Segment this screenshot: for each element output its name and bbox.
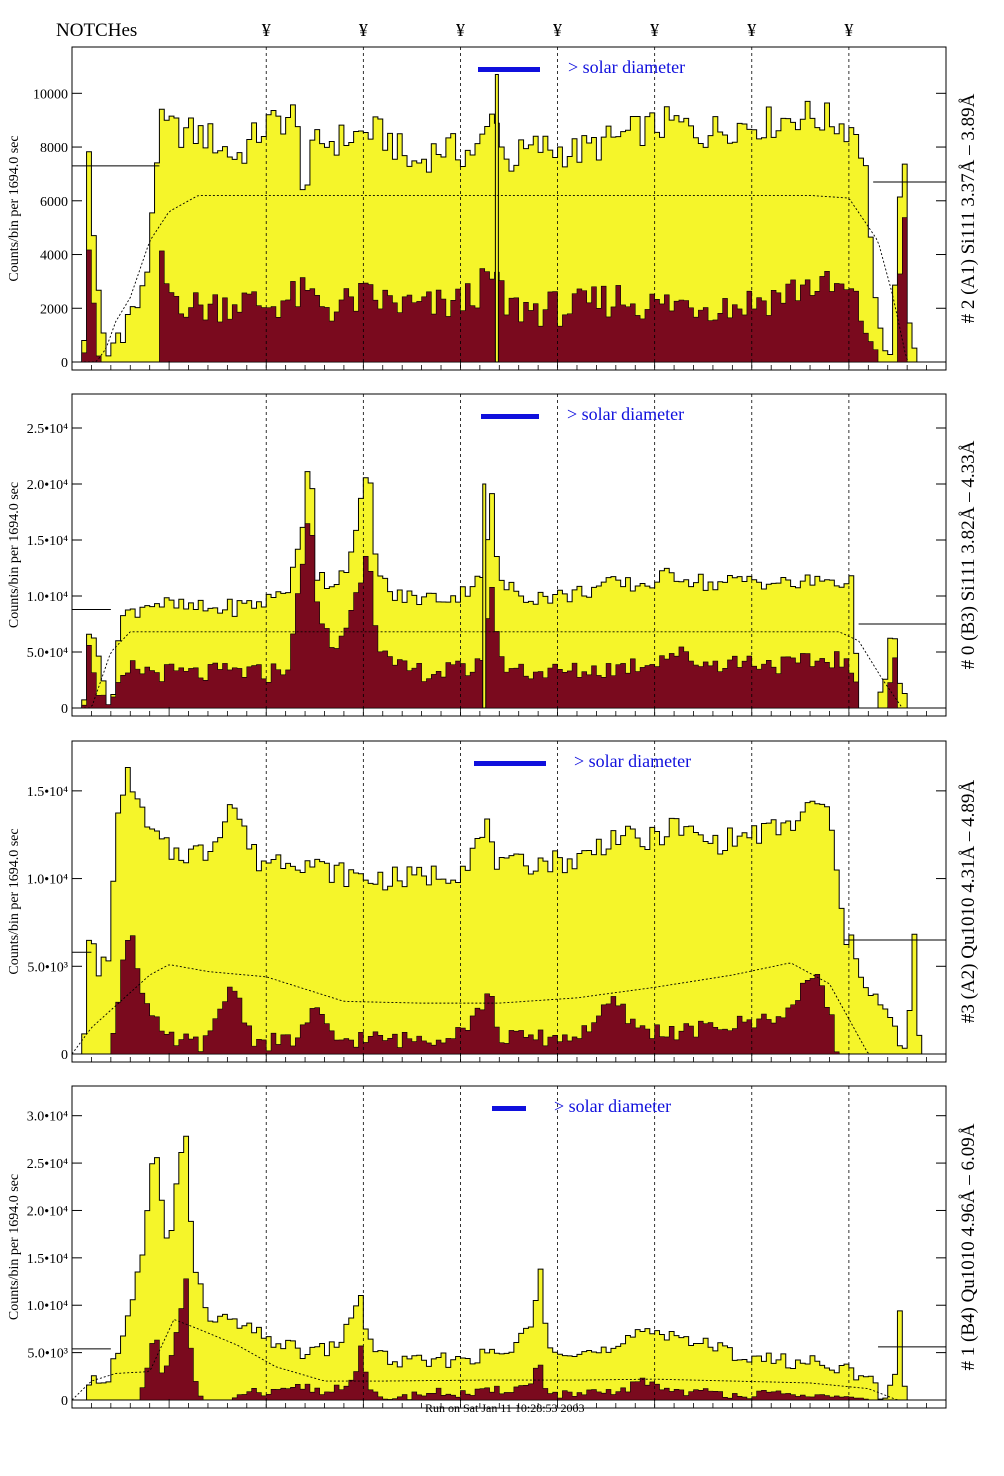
panel-title-2: #3 (A2) Qu1010 4.31Å – 4.89Å bbox=[958, 780, 979, 1024]
ytick-label-2-1: 5.0•10³ bbox=[27, 960, 68, 975]
ytick-label-3-0: 0 bbox=[61, 1394, 68, 1409]
notch-symbol-2: ¥ bbox=[456, 20, 465, 40]
notch-symbol-4: ¥ bbox=[650, 20, 659, 40]
upper-histogram-3 bbox=[72, 1135, 946, 1401]
notch-symbol-0: ¥ bbox=[262, 20, 271, 40]
ytick-label-3-3: 1.5•10⁴ bbox=[27, 1252, 68, 1267]
ytick-label-0-0: 0 bbox=[61, 356, 68, 371]
ytick-label-0-4: 8000 bbox=[40, 141, 68, 156]
ytick-label-3-1: 5.0•10³ bbox=[27, 1347, 68, 1362]
plot-area-1 bbox=[72, 471, 946, 709]
legend-text-3: > solar diameter bbox=[554, 1096, 671, 1116]
legend-bar-0 bbox=[478, 67, 540, 72]
legend-text-0: > solar diameter bbox=[568, 57, 685, 77]
ytick-label-3-2: 1.0•10⁴ bbox=[27, 1299, 68, 1314]
ytick-label-1-1: 5.0•10⁴ bbox=[27, 646, 68, 661]
lower-histogram-2 bbox=[72, 935, 946, 1055]
ytick-label-2-0: 0 bbox=[61, 1048, 68, 1063]
panel-title-1: # 0 (B3) Si111 3.82Å – 4.33Å bbox=[958, 440, 979, 669]
ytick-label-1-4: 2.0•10⁴ bbox=[27, 478, 68, 493]
plot-area-2 bbox=[72, 767, 946, 1055]
panel-title-3: # 1 (B4) Qu1010 4.96Å – 6.09Å bbox=[958, 1123, 979, 1370]
ytick-label-0-1: 2000 bbox=[40, 302, 68, 317]
lower-histogram-0 bbox=[72, 217, 946, 363]
ytick-label-1-2: 1.0•10⁴ bbox=[27, 590, 68, 605]
plot-area-0 bbox=[72, 73, 946, 363]
panel-title-0: # 2 (A1) Si111 3.37Å – 3.89Å bbox=[958, 93, 979, 323]
panel-0: 0 2000 4000 6000 8000 10000 Counts/bin per 169… bbox=[7, 46, 979, 371]
spike-0 bbox=[494, 73, 499, 363]
ylabel-3: Counts/bin per 1694.0 sec bbox=[7, 1174, 22, 1320]
panel-3: 0 5.0•10³ 1.0•10⁴ 1.5•10⁴ 2.0•10⁴ 2.5•10⁴ 3.0•… bbox=[7, 1085, 979, 1409]
panel-1: 0 5.0•10⁴ 1.0•10⁴ 1.5•10⁴ 2.0•10⁴ 2.5•10⁴ Coun… bbox=[7, 393, 979, 717]
ytick-label-0-2: 4000 bbox=[40, 249, 68, 264]
ylabel-0: Counts/bin per 1694.0 sec bbox=[7, 135, 22, 281]
legend-bar-3 bbox=[492, 1106, 526, 1111]
notch-markers: ¥ ¥ ¥ ¥ ¥ ¥ ¥ bbox=[262, 20, 854, 40]
ylabel-2: Counts/bin per 1694.0 sec bbox=[7, 828, 22, 974]
ytick-label-0-3: 6000 bbox=[40, 195, 68, 210]
chart-panels: 0 2000 4000 6000 8000 10000 Counts/bin per 169… bbox=[7, 46, 979, 1409]
legend-text-2: > solar diameter bbox=[574, 751, 691, 771]
notches-label: NOTCHes bbox=[56, 20, 137, 41]
ytick-label-2-3: 1.5•10⁴ bbox=[27, 785, 68, 800]
legend-bar-1 bbox=[481, 414, 539, 419]
ytick-label-0-5: 10000 bbox=[33, 87, 68, 102]
ytick-label-1-0: 0 bbox=[61, 702, 68, 717]
ytick-label-3-6: 3.0•10⁴ bbox=[27, 1110, 68, 1125]
legend-text-1: > solar diameter bbox=[567, 404, 684, 424]
plot-area-3 bbox=[72, 1135, 946, 1401]
ytick-label-3-5: 2.5•10⁴ bbox=[27, 1157, 68, 1172]
legend-bar-2 bbox=[474, 761, 546, 766]
spike-1 bbox=[482, 483, 487, 709]
notch-symbol-5: ¥ bbox=[747, 20, 756, 40]
ytick-label-3-4: 2.0•10⁴ bbox=[27, 1204, 68, 1219]
plot-frame-3 bbox=[71, 1085, 947, 1409]
ytick-label-1-5: 2.5•10⁴ bbox=[27, 422, 68, 437]
plot-frame-2 bbox=[71, 740, 947, 1063]
ytick-label-1-3: 1.5•10⁴ bbox=[27, 534, 68, 549]
dashed-curve-0 bbox=[72, 194, 946, 363]
plot-frame-1 bbox=[71, 393, 947, 717]
notch-symbol-1: ¥ bbox=[359, 20, 368, 40]
ytick-label-2-2: 1.0•10⁴ bbox=[27, 873, 68, 888]
panel-2: 0 5.0•10³ 1.0•10⁴ 1.5•10⁴ Counts/bin per 169… bbox=[7, 740, 979, 1063]
ylabel-1: Counts/bin per 1694.0 sec bbox=[7, 482, 22, 628]
dashed-curve-1 bbox=[72, 631, 946, 709]
lower-histogram-3 bbox=[72, 1278, 946, 1401]
notch-symbol-3: ¥ bbox=[553, 20, 562, 40]
notch-symbol-6: ¥ bbox=[844, 20, 853, 40]
plot-frame-0 bbox=[71, 46, 947, 371]
dashed-curve-2 bbox=[72, 962, 946, 1055]
run-timestamp: Run on Sat Jan 11 10:28:53 2003 bbox=[425, 1401, 585, 1415]
upper-histogram-2 bbox=[72, 767, 946, 1055]
lower-histogram-1 bbox=[72, 523, 946, 709]
